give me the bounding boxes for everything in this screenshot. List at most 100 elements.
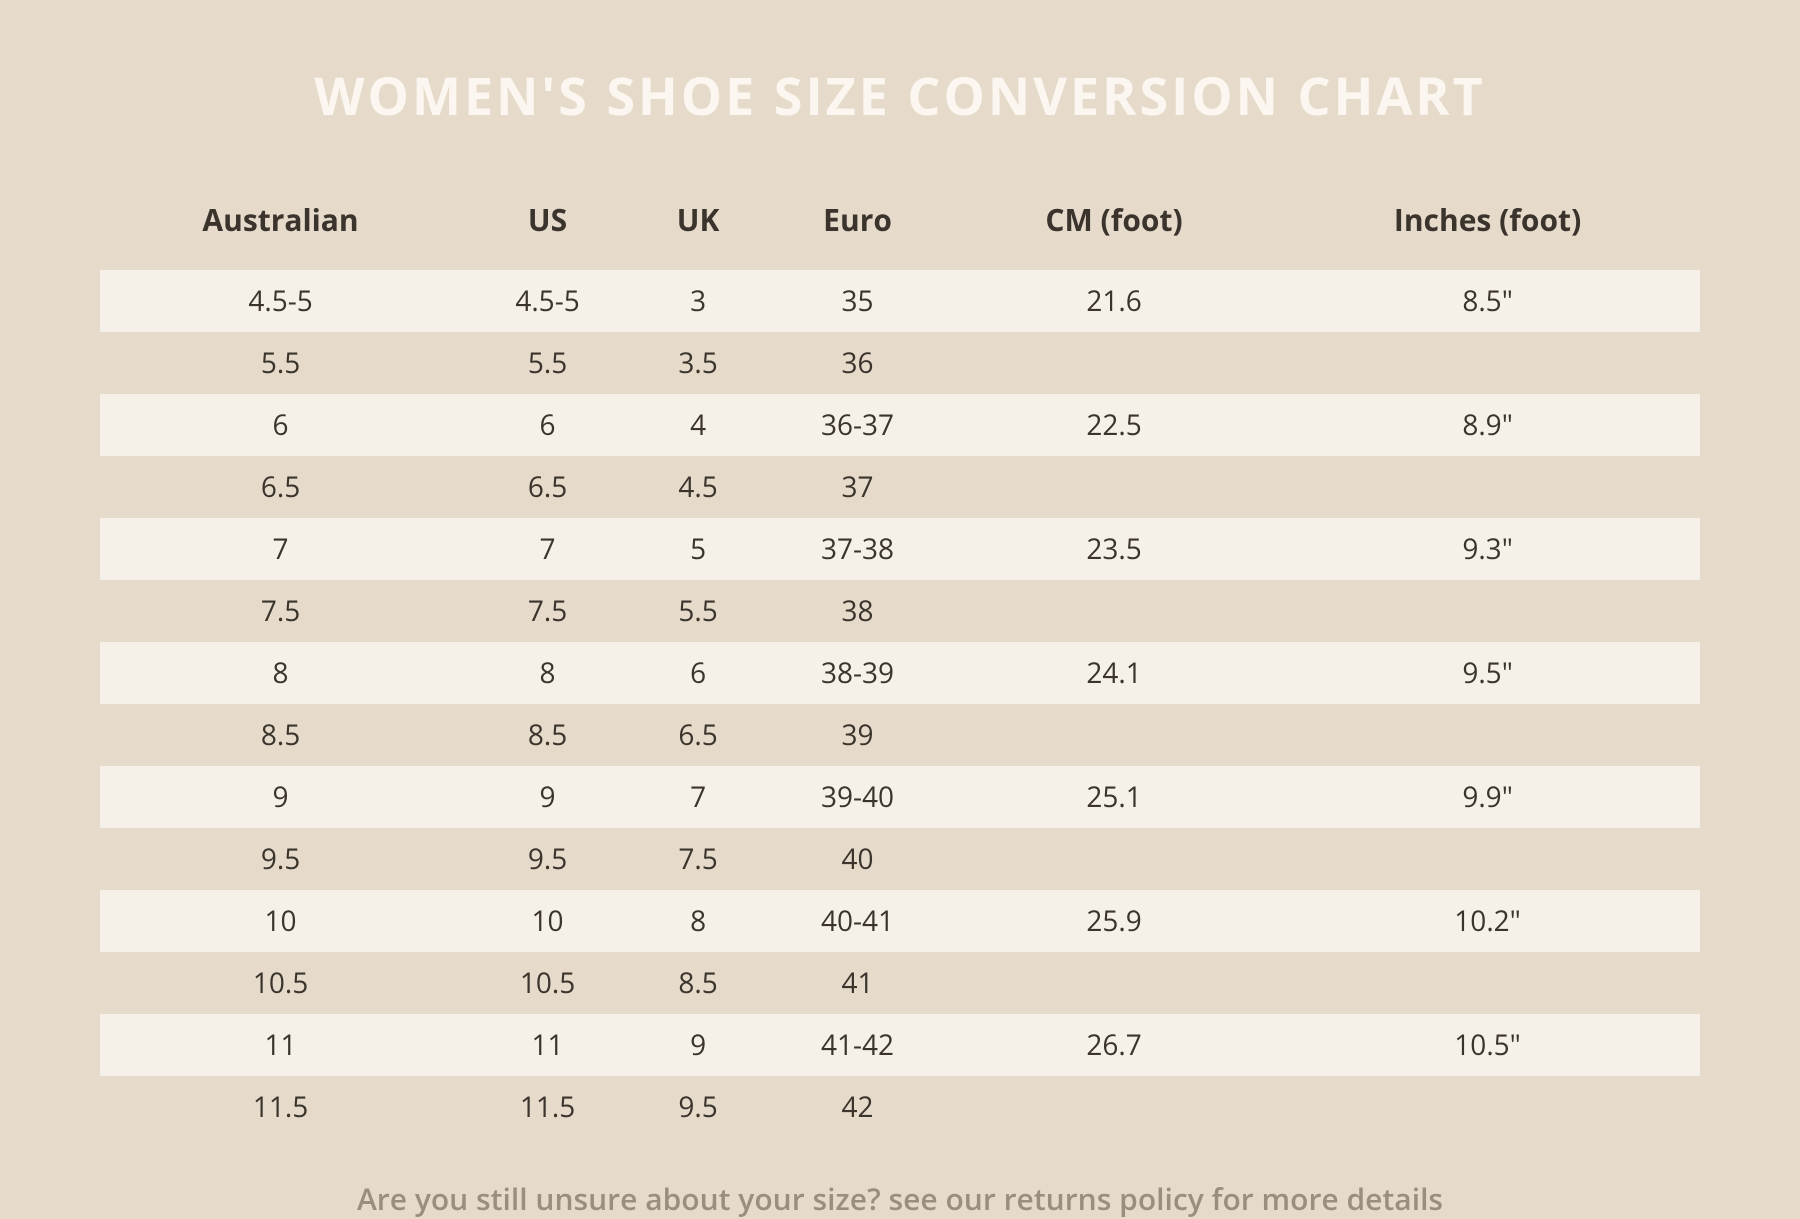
cell: 9.3" <box>1275 518 1700 580</box>
cell: 6 <box>634 642 762 704</box>
cell: 11 <box>100 1014 461 1076</box>
cell: 3 <box>634 270 762 332</box>
cell: 36-37 <box>762 394 953 456</box>
cell: 6.5 <box>100 456 461 518</box>
cell: 25.1 <box>953 766 1275 828</box>
table-row: 10.510.58.541 <box>100 952 1700 1014</box>
cell: 8.5" <box>1275 270 1700 332</box>
cell: 37-38 <box>762 518 953 580</box>
cell: 26.7 <box>953 1014 1275 1076</box>
cell: 23.5 <box>953 518 1275 580</box>
cell: 41 <box>762 952 953 1014</box>
footer-note: Are you still unsure about your size? se… <box>100 1178 1700 1219</box>
cell <box>1275 332 1700 394</box>
cell: 11.5 <box>461 1076 634 1138</box>
table-row: 6.56.54.537 <box>100 456 1700 518</box>
cell <box>953 1076 1275 1138</box>
cell: 4.5-5 <box>100 270 461 332</box>
cell <box>1275 952 1700 1014</box>
cell <box>953 704 1275 766</box>
cell: 8 <box>100 642 461 704</box>
cell: 24.1 <box>953 642 1275 704</box>
cell: 8.5 <box>634 952 762 1014</box>
cell: 3.5 <box>634 332 762 394</box>
cell: 10.5" <box>1275 1014 1700 1076</box>
cell: 9.5 <box>461 828 634 890</box>
cell: 7 <box>100 518 461 580</box>
cell: 6.5 <box>461 456 634 518</box>
cell <box>1275 580 1700 642</box>
col-cm: CM (foot) <box>953 181 1275 270</box>
cell: 6.5 <box>634 704 762 766</box>
cell: 4.5-5 <box>461 270 634 332</box>
cell: 7 <box>461 518 634 580</box>
cell: 39-40 <box>762 766 953 828</box>
cell: 10 <box>100 890 461 952</box>
table-row: 5.55.53.536 <box>100 332 1700 394</box>
cell: 40-41 <box>762 890 953 952</box>
cell: 21.6 <box>953 270 1275 332</box>
cell: 5.5 <box>461 332 634 394</box>
cell <box>953 952 1275 1014</box>
cell: 7 <box>634 766 762 828</box>
cell: 38 <box>762 580 953 642</box>
cell: 10 <box>461 890 634 952</box>
cell: 40 <box>762 828 953 890</box>
table-row: 11.511.59.542 <box>100 1076 1700 1138</box>
cell: 9 <box>100 766 461 828</box>
col-euro: Euro <box>762 181 953 270</box>
table-row: 9.59.57.540 <box>100 828 1700 890</box>
cell: 9 <box>461 766 634 828</box>
table-header-row: Australian US UK Euro CM (foot) Inches (… <box>100 181 1700 270</box>
cell: 6 <box>100 394 461 456</box>
cell: 5 <box>634 518 762 580</box>
table-row: 1111941-4226.710.5" <box>100 1014 1700 1076</box>
cell: 11 <box>461 1014 634 1076</box>
cell: 10.5 <box>461 952 634 1014</box>
cell: 10.5 <box>100 952 461 1014</box>
cell: 11.5 <box>100 1076 461 1138</box>
size-conversion-table: Australian US UK Euro CM (foot) Inches (… <box>100 181 1700 1138</box>
col-us: US <box>461 181 634 270</box>
cell: 8.5 <box>461 704 634 766</box>
cell: 10.2" <box>1275 890 1700 952</box>
cell: 7.5 <box>461 580 634 642</box>
cell: 8.5 <box>100 704 461 766</box>
cell: 9.5" <box>1275 642 1700 704</box>
table-row: 4.5-54.5-533521.68.5" <box>100 270 1700 332</box>
cell: 8 <box>634 890 762 952</box>
cell: 41-42 <box>762 1014 953 1076</box>
table-row: 99739-4025.19.9" <box>100 766 1700 828</box>
table-row: 88638-3924.19.5" <box>100 642 1700 704</box>
chart-title: WOMEN'S SHOE SIZE CONVERSION CHART <box>100 60 1700 131</box>
cell: 9.5 <box>634 1076 762 1138</box>
cell <box>953 580 1275 642</box>
cell <box>953 332 1275 394</box>
table-row: 8.58.56.539 <box>100 704 1700 766</box>
cell: 8.9" <box>1275 394 1700 456</box>
table-row: 1010840-4125.910.2" <box>100 890 1700 952</box>
cell <box>953 456 1275 518</box>
cell: 38-39 <box>762 642 953 704</box>
cell: 4.5 <box>634 456 762 518</box>
cell: 5.5 <box>100 332 461 394</box>
cell: 36 <box>762 332 953 394</box>
table-row: 7.57.55.538 <box>100 580 1700 642</box>
table-row: 66436-3722.58.9" <box>100 394 1700 456</box>
cell: 9 <box>634 1014 762 1076</box>
cell: 7.5 <box>634 828 762 890</box>
cell <box>1275 456 1700 518</box>
cell: 25.9 <box>953 890 1275 952</box>
cell: 39 <box>762 704 953 766</box>
cell: 42 <box>762 1076 953 1138</box>
cell: 4 <box>634 394 762 456</box>
cell: 8 <box>461 642 634 704</box>
cell <box>1275 828 1700 890</box>
cell <box>953 828 1275 890</box>
cell: 5.5 <box>634 580 762 642</box>
cell <box>1275 1076 1700 1138</box>
col-australian: Australian <box>100 181 461 270</box>
cell: 6 <box>461 394 634 456</box>
cell: 9.5 <box>100 828 461 890</box>
cell: 35 <box>762 270 953 332</box>
